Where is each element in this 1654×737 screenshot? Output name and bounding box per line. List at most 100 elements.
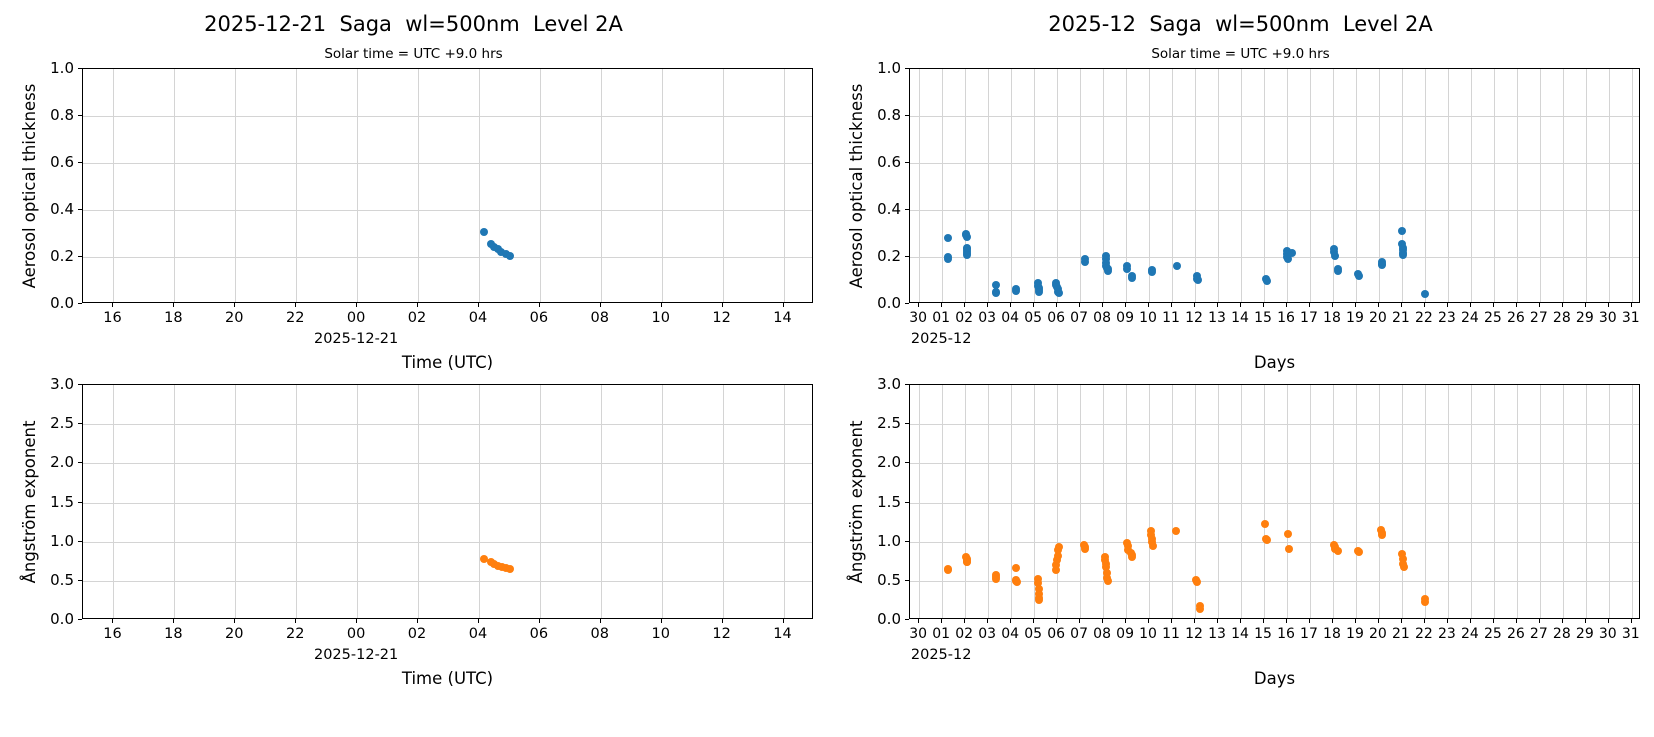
x-tick-label: 16: [1277, 626, 1295, 642]
x-tick-mark: [1492, 619, 1494, 623]
gridline-vertical: [1493, 69, 1495, 302]
x-tick-mark: [1607, 303, 1609, 307]
gridline-vertical: [1241, 385, 1243, 618]
data-point: [1287, 248, 1296, 257]
x-tick-mark: [1079, 303, 1081, 307]
x-tick-label: 14: [773, 626, 792, 642]
x-tick-label: 04: [1001, 310, 1020, 326]
data-point: [1148, 267, 1157, 276]
x-tick-mark: [538, 619, 540, 623]
x-tick-mark: [1400, 303, 1402, 307]
x-tick-mark: [1125, 303, 1127, 307]
x-tick-mark: [1033, 303, 1035, 307]
x-tick-label: 01: [932, 310, 951, 326]
gridline-vertical: [783, 69, 785, 302]
gridline-vertical: [1424, 385, 1426, 618]
gridline-vertical: [1516, 69, 1518, 302]
data-point: [1081, 257, 1090, 266]
data-point: [1102, 569, 1111, 577]
gridline-vertical: [1493, 385, 1495, 618]
x-tick-mark: [1584, 619, 1586, 623]
data-point: [1035, 596, 1044, 605]
data-point: [479, 554, 488, 563]
gridline-vertical: [919, 385, 921, 618]
x-tick-mark: [964, 303, 966, 307]
gridline-vertical: [1516, 385, 1518, 618]
y-tick-label: 1.0: [50, 531, 74, 550]
gridline-horizontal: [83, 257, 812, 258]
x-tick-mark: [1469, 619, 1471, 623]
x-tick-mark: [356, 303, 358, 307]
x-tick-label: 08: [1093, 626, 1112, 642]
y-tick-label: 0.5: [877, 570, 901, 589]
data-point: [1192, 577, 1201, 586]
y-tick-label: 0.6: [50, 153, 74, 171]
data-point: [1128, 273, 1137, 282]
x-tick-label: 11: [1162, 310, 1180, 326]
data-point: [1193, 276, 1202, 285]
x-tick-mark: [1377, 303, 1379, 307]
gridline-horizontal: [83, 541, 812, 543]
data-point: [1103, 576, 1112, 585]
data-point: [1262, 536, 1271, 545]
gridline-vertical: [1539, 69, 1541, 302]
x-axis-date-sublabel: 2025-12-21: [313, 331, 399, 347]
x-tick-label: 19: [1346, 310, 1364, 326]
gridline-vertical: [661, 69, 663, 302]
y-tick-label: 0.5: [50, 570, 74, 589]
x-tick-label: 25: [1483, 626, 1502, 642]
gridline-vertical: [1057, 69, 1059, 302]
data-point: [1421, 597, 1430, 606]
x-tick-mark: [918, 303, 920, 307]
data-point: [1334, 267, 1343, 276]
gridline-vertical: [1011, 69, 1013, 302]
data-point: [1034, 579, 1043, 588]
data-point: [1171, 527, 1180, 536]
data-point: [1148, 541, 1157, 550]
data-point: [943, 234, 952, 243]
y-tick-label: 0.0: [50, 294, 74, 312]
x-tick-label: 09: [1116, 310, 1134, 326]
x-tick-label: 08: [590, 310, 610, 326]
y-tick-label: 0.2: [50, 247, 74, 265]
gridline-vertical: [357, 385, 359, 618]
gridline-vertical: [296, 69, 298, 302]
data-point: [1398, 554, 1407, 563]
x-tick-label: 20: [225, 310, 244, 326]
gridline-vertical: [1355, 385, 1357, 618]
x-tick-label: 04: [1001, 626, 1020, 642]
x-tick-label: 27: [1529, 626, 1548, 642]
gridline-vertical: [1103, 69, 1105, 302]
gridline-vertical: [113, 385, 115, 618]
gridline-vertical: [1470, 69, 1472, 302]
data-point: [498, 563, 507, 572]
gridline-vertical: [600, 385, 602, 618]
gridline-horizontal: [83, 163, 812, 164]
data-point: [1052, 561, 1061, 570]
x-tick-mark: [1308, 619, 1310, 623]
data-point: [963, 558, 972, 567]
y-tick-label: 3.0: [50, 375, 74, 393]
x-tick-label: 31: [1621, 310, 1640, 326]
x-tick-mark: [1056, 303, 1058, 307]
y-tick-label: 0.4: [50, 200, 74, 218]
left-panel-title: 2025-12-21 Saga wl=500nm Level 2A: [204, 12, 623, 36]
y-tick-label: 2.5: [877, 414, 901, 433]
x-tick-mark: [1630, 619, 1632, 623]
x-tick-label: 26: [1506, 310, 1525, 326]
x-tick-label: 14: [1231, 626, 1249, 642]
x-tick-label: 29: [1575, 626, 1594, 642]
y-axis-label: Aerosol optical thickness: [847, 83, 866, 288]
y-tick-mark: [78, 579, 82, 581]
y-tick-mark: [78, 501, 82, 503]
gridline-vertical: [1057, 385, 1059, 618]
gridline-vertical: [1149, 385, 1151, 618]
x-tick-mark: [1354, 303, 1356, 307]
x-tick-mark: [1171, 619, 1173, 623]
y-axis-label: Aerosol optical thickness: [20, 83, 39, 288]
gridline-vertical: [1401, 385, 1403, 618]
gridline-vertical: [965, 385, 967, 618]
gridline-vertical: [942, 385, 944, 618]
x-tick-mark: [1331, 303, 1333, 307]
